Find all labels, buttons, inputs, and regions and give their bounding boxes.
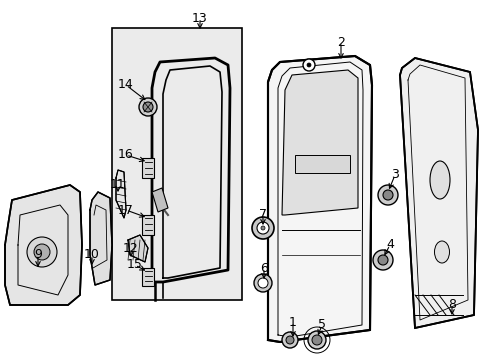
Ellipse shape [434, 241, 448, 263]
Circle shape [253, 274, 271, 292]
Text: 1: 1 [288, 315, 296, 328]
Circle shape [142, 102, 153, 112]
Polygon shape [282, 70, 357, 215]
Circle shape [372, 250, 392, 270]
Text: 11: 11 [110, 179, 125, 192]
Circle shape [306, 63, 310, 67]
Circle shape [139, 98, 157, 116]
Polygon shape [399, 58, 477, 328]
Circle shape [257, 222, 268, 234]
Text: 13: 13 [192, 12, 207, 24]
Text: 3: 3 [390, 168, 398, 181]
Circle shape [382, 190, 392, 200]
Circle shape [377, 255, 387, 265]
Bar [142, 268, 154, 286]
Bar [112, 28, 242, 300]
Text: 2: 2 [336, 36, 344, 49]
Text: 16: 16 [118, 148, 134, 162]
Circle shape [261, 226, 264, 230]
Text: 8: 8 [447, 298, 455, 311]
Polygon shape [90, 192, 112, 285]
Circle shape [307, 331, 325, 349]
Text: 9: 9 [34, 248, 42, 261]
Circle shape [377, 185, 397, 205]
Text: 5: 5 [317, 319, 325, 332]
Circle shape [285, 336, 293, 344]
Circle shape [282, 332, 297, 348]
Circle shape [27, 237, 57, 267]
Circle shape [258, 278, 267, 288]
Polygon shape [5, 185, 82, 305]
Bar [142, 158, 154, 178]
Bar [294, 155, 349, 173]
Polygon shape [128, 235, 148, 262]
Text: 17: 17 [118, 203, 134, 216]
Circle shape [251, 217, 273, 239]
Circle shape [303, 59, 314, 71]
Polygon shape [152, 188, 168, 212]
Circle shape [34, 244, 50, 260]
Polygon shape [116, 170, 126, 218]
Ellipse shape [429, 161, 449, 199]
Polygon shape [267, 56, 371, 342]
Bar [142, 215, 154, 235]
Text: 15: 15 [127, 258, 142, 271]
Text: 14: 14 [118, 78, 134, 91]
Text: 12: 12 [123, 242, 139, 255]
Text: 7: 7 [259, 208, 266, 221]
Text: 4: 4 [385, 238, 393, 252]
Text: 6: 6 [260, 261, 267, 274]
Circle shape [311, 335, 321, 345]
Text: 10: 10 [84, 248, 100, 261]
